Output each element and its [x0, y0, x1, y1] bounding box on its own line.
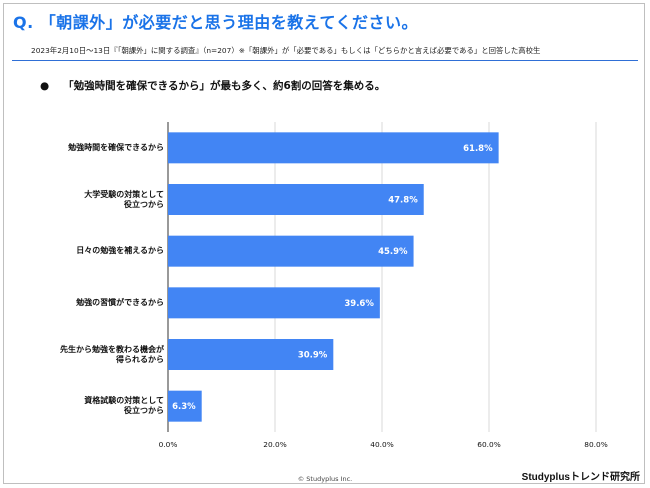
- bar: [168, 287, 380, 319]
- bar-value-label: 61.8%: [463, 144, 493, 154]
- bar: [168, 390, 202, 422]
- category-label: 資格試験の対策として 役立つから: [84, 396, 164, 416]
- brand-logo: Studyplusトレンド研究所: [521, 472, 640, 483]
- x-tick-label: 0.0%: [158, 440, 178, 449]
- bar: [168, 339, 334, 370]
- header-divider: [12, 60, 638, 61]
- x-tick-label: 20.0%: [263, 440, 287, 449]
- bullet-icon: ●: [40, 80, 50, 92]
- bar-value-label: 45.9%: [378, 247, 408, 257]
- x-tick-label: 60.0%: [477, 440, 501, 449]
- question-title: Q. 「朝課外」が必要だと思う理由を教えてください。: [13, 13, 418, 32]
- bar-value-label: 39.6%: [344, 299, 374, 309]
- bar: [168, 132, 499, 164]
- bar: [168, 184, 424, 215]
- bar-value-label: 47.8%: [388, 196, 418, 206]
- survey-subtitle: 2023年2月10日～13日『「朝課外」に関する調査』（n=207）※「朝課外」…: [31, 46, 541, 55]
- category-label: 勉強時間を確保できるから: [68, 142, 164, 152]
- category-label: 日々の勉強を補えるから: [76, 246, 164, 256]
- category-label: 大学受験の対策として 役立つから: [84, 189, 164, 209]
- copyright: © Studyplus Inc.: [297, 475, 353, 483]
- x-tick-label: 80.0%: [584, 440, 608, 449]
- x-tick-label: 40.0%: [370, 440, 394, 449]
- summary-line: ● 「勉強時間を確保できるから」が最も多く、約6割の回答を集める。: [40, 78, 385, 93]
- category-label: 先生から勉強を教わる機会が 得られるから: [60, 344, 164, 364]
- summary-text: 「勉強時間を確保できるから」が最も多く、約6割の回答を集める。: [63, 80, 386, 92]
- bar-value-label: 6.3%: [172, 402, 196, 412]
- bar: [168, 235, 414, 267]
- bar-value-label: 30.9%: [298, 351, 328, 361]
- slide-frame: [3, 3, 645, 484]
- category-label: 勉強の習慣ができるから: [76, 297, 164, 307]
